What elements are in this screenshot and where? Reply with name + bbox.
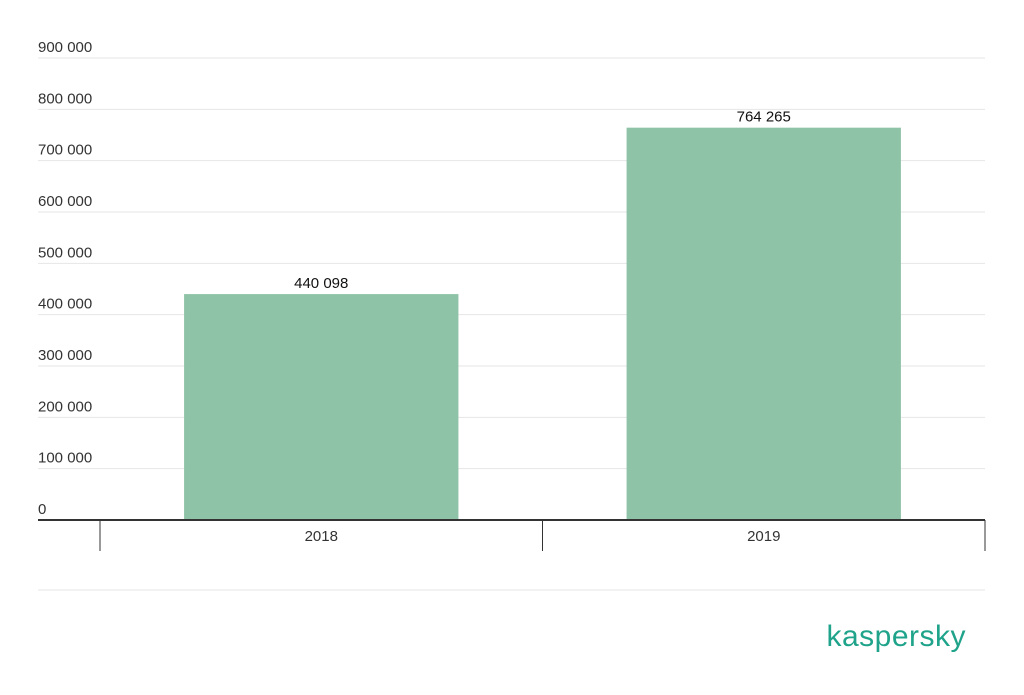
x-axis-tick-labels: 2018 2019 (305, 528, 781, 545)
y-axis-tick-labels: 0 100 000 200 000 300 000 400 000 500 000 600 … (38, 39, 92, 518)
y-tick-label: 400 000 (38, 296, 92, 313)
bar-2018 (184, 294, 459, 520)
y-tick-label: 0 (38, 501, 46, 518)
y-tick-label: 700 000 (38, 142, 92, 159)
data-labels: 440 098 764 265 (294, 109, 791, 292)
data-label-2018: 440 098 (294, 275, 348, 292)
kaspersky-logo: kaspersky (826, 620, 966, 653)
y-tick-label: 800 000 (38, 90, 92, 107)
bars (184, 127, 901, 520)
x-tick-label: 2019 (747, 528, 780, 545)
x-axis (38, 519, 986, 591)
y-tick-label: 300 000 (38, 347, 92, 364)
data-label-2019: 764 265 (737, 109, 791, 126)
y-tick-label: 600 000 (38, 193, 92, 210)
y-tick-label: 500 000 (38, 244, 92, 261)
y-tick-label: 200 000 (38, 398, 92, 415)
y-tick-label: 100 000 (38, 450, 92, 467)
bar-2019 (626, 127, 901, 520)
y-tick-label: 900 000 (38, 39, 92, 56)
x-tick-label: 2018 (305, 528, 338, 545)
